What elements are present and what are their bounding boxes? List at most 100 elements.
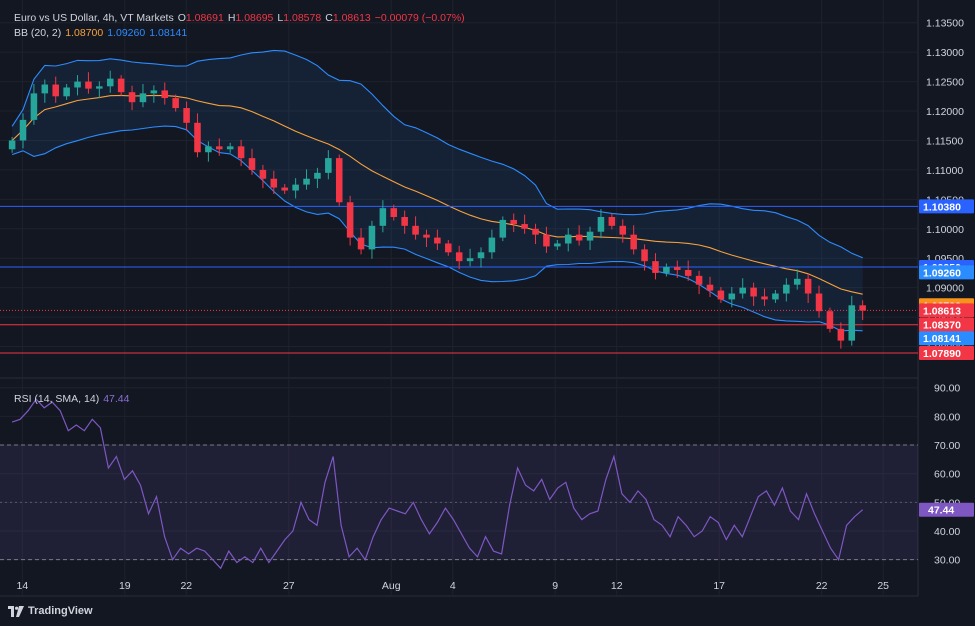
candle-body (30, 93, 38, 120)
candle-body (761, 296, 768, 300)
candle-body (74, 81, 81, 88)
candle-body (477, 252, 485, 259)
grid (0, 0, 918, 596)
candle-body (445, 243, 452, 253)
candle-body (706, 284, 714, 291)
candle-body (52, 84, 59, 97)
candle-body (117, 78, 125, 93)
candle-body (608, 216, 616, 226)
candle-body (161, 90, 169, 99)
bb-band-fill (12, 50, 863, 332)
time-tick-label: 12 (611, 580, 623, 592)
candle-body (63, 87, 70, 97)
ohlc-close: C1.08613 (325, 12, 371, 24)
candle-body (292, 184, 299, 191)
candle-body (19, 119, 27, 141)
price-badge (919, 265, 974, 280)
candle-body (270, 178, 278, 188)
price-badge-label: 1.09260 (923, 267, 961, 279)
candle-body (466, 258, 474, 262)
rsi-tick-label: 80.00 (934, 411, 960, 423)
time-tick-label: 27 (283, 580, 295, 592)
candle-body (499, 219, 507, 238)
price-tick-label: 1.11000 (926, 165, 963, 177)
price-badge (919, 345, 974, 360)
candle-body (368, 225, 376, 250)
candle-body (532, 228, 539, 235)
price-badge (919, 199, 974, 214)
rsi-value-badge-label: 47.44 (928, 505, 954, 517)
candle-body (85, 81, 92, 89)
candle-body (434, 237, 441, 244)
price-badge (919, 331, 974, 346)
time-tick-label: 22 (180, 580, 192, 592)
tradingview-brand[interactable]: TradingView (8, 605, 93, 617)
time-tick-label: 19 (119, 580, 131, 592)
ohlc-close-value: 1.08613 (332, 12, 371, 24)
bb-upper-value: 1.09260 (107, 27, 146, 39)
candle-body (793, 278, 801, 285)
candle-body (96, 86, 103, 89)
tradingview-logo-icon (8, 605, 24, 617)
candle-body (575, 234, 583, 241)
candle-body (521, 224, 528, 229)
candle-body (619, 225, 627, 235)
candle-body (543, 234, 550, 247)
candle-body (325, 158, 332, 173)
candle-body (150, 90, 158, 94)
candle-body (837, 328, 845, 341)
candle-body (205, 146, 212, 153)
time-tick-label: 22 (816, 580, 828, 592)
candle-body (597, 216, 605, 232)
candle-body (455, 252, 463, 262)
price-badge (919, 303, 974, 318)
candle-body (41, 84, 49, 94)
candle-body (379, 208, 387, 226)
ohlc-low-key: L (277, 12, 284, 24)
price-badge-label: 1.08370 (923, 320, 961, 332)
candle-body (281, 187, 288, 191)
bb-legend: BB (20, 2) 1.08700 1.09260 1.08141 (14, 27, 187, 39)
candle-body (237, 146, 245, 159)
ohlc-close-key: C (325, 12, 333, 24)
candle-body (728, 293, 736, 300)
candle-body (423, 234, 430, 238)
candle-body (172, 98, 179, 109)
candle-body (641, 249, 648, 262)
candle-body (859, 305, 866, 311)
ohlc-legend: Euro vs US Dollar, 4h, VT Markets O1.086… (14, 12, 465, 24)
candle-body (804, 278, 812, 294)
candle-body (128, 92, 136, 103)
price-tick-label: 1.12000 (926, 106, 964, 118)
price-badge (919, 317, 974, 332)
rsi-label: RSI (14, SMA, 14) (14, 393, 100, 405)
candle-body (554, 243, 561, 247)
candle-body (488, 237, 496, 253)
rsi-tick-label: 90.00 (934, 383, 960, 395)
candle-body (848, 305, 856, 341)
price-badge-label: 1.08141 (923, 333, 961, 345)
candle-body (750, 287, 757, 297)
candle-body (815, 293, 823, 312)
candle-body (564, 234, 572, 244)
bb-upper-line (11, 49, 863, 259)
bb-lower-value: 1.08141 (149, 27, 188, 39)
candle-body (674, 267, 681, 270)
candles (8, 70, 866, 349)
symbol-title: Euro vs US Dollar, 4h, VT Markets (14, 12, 174, 24)
candle-body (390, 208, 398, 217)
candle-body (695, 275, 703, 285)
ohlc-high: H1.08695 (228, 12, 274, 24)
candle-body (772, 293, 779, 300)
time-tick-label: 9 (552, 580, 558, 592)
rsi-value-badge (919, 502, 974, 517)
rsi-tick-label: 70.00 (934, 440, 960, 452)
ohlc-high-key: H (227, 12, 236, 24)
candle-body (717, 290, 725, 300)
candle-body (826, 311, 834, 329)
candle-body (783, 284, 790, 294)
candle-body (335, 158, 343, 203)
candle-body (401, 216, 408, 226)
